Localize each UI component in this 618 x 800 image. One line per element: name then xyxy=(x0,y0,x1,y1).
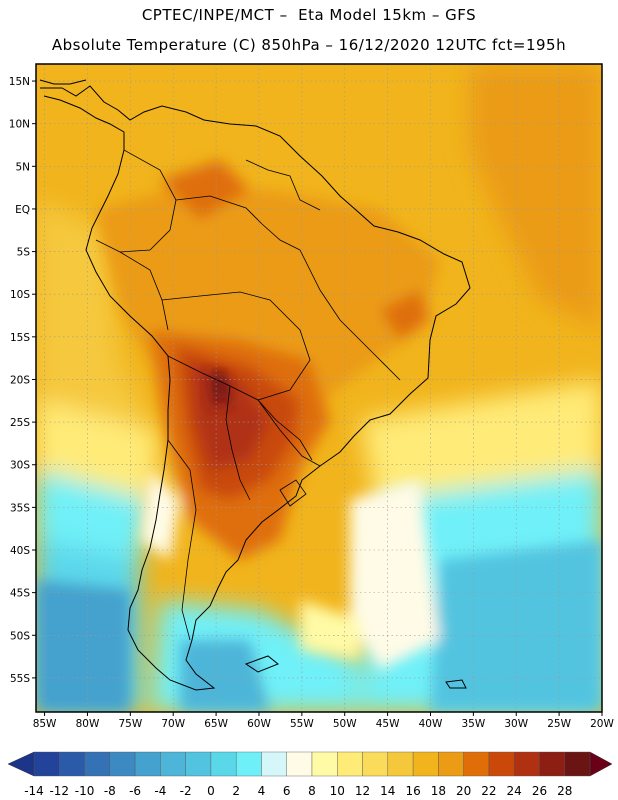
colorbar-label: -6 xyxy=(129,784,141,798)
lon-tick-label: 75W xyxy=(118,718,142,730)
colorbar-swatch xyxy=(513,751,540,777)
lon-tick-label: 45W xyxy=(376,718,400,730)
colorbar-swatch xyxy=(59,751,85,777)
colorbar-high-arrow xyxy=(589,751,613,777)
lat-tick-label: 10S xyxy=(10,289,30,301)
colorbar-swatch xyxy=(160,751,186,777)
colorbar-swatch xyxy=(564,751,591,777)
colorbar-swatch xyxy=(463,751,490,777)
title-line-1: CPTEC/INPE/MCT – Eta Model 15km – GFS xyxy=(141,6,477,24)
colorbar-swatch xyxy=(235,751,262,777)
lon-tick-label: 40W xyxy=(419,718,443,730)
colorbar-swatch xyxy=(261,751,287,777)
lon-tick-label: 65W xyxy=(204,718,228,730)
lon-tick-label: 20W xyxy=(590,718,614,730)
country-borders xyxy=(95,149,401,641)
longitude-axis: 85W 80W 75W 70W 65W 60W 55W 50W 45W 40W 35W 30W 25W 2… xyxy=(33,712,614,730)
lat-tick-label: 35S xyxy=(10,502,30,514)
lat-tick-label: 50S xyxy=(10,630,30,642)
colorbar-label: 2 xyxy=(232,784,240,798)
lat-tick-label: 10N xyxy=(9,119,30,131)
lon-tick-label: 30W xyxy=(504,718,528,730)
colorbar-label: -12 xyxy=(49,784,69,798)
colorbar-label: 18 xyxy=(431,784,446,798)
lat-tick-label: 25S xyxy=(10,417,30,429)
lat-tick-label: 5N xyxy=(15,161,30,173)
colorbar-swatch xyxy=(387,751,414,777)
title-line-2: Absolute Temperature (C) 850hPa – 16/12/… xyxy=(51,36,567,54)
coastlines xyxy=(39,79,471,691)
colorbar-label: 28 xyxy=(557,784,572,798)
lat-tick-label: 15S xyxy=(10,332,30,344)
lat-tick-label: 20S xyxy=(10,374,30,386)
colorbar-label: -2 xyxy=(180,784,192,798)
colorbar-label: 6 xyxy=(283,784,291,798)
lon-tick-label: 50W xyxy=(333,718,357,730)
colorbar-swatch xyxy=(337,751,363,777)
map-gridlines xyxy=(36,64,602,712)
lon-tick-label: 70W xyxy=(161,718,185,730)
colorbar-label: 10 xyxy=(330,784,345,798)
colorbar-label: 0 xyxy=(207,784,215,798)
colorbar-swatch xyxy=(311,751,338,777)
colorbar-label: 4 xyxy=(258,784,266,798)
lon-tick-label: 35W xyxy=(461,718,485,730)
colorbar-label: -8 xyxy=(104,784,116,798)
lat-tick-label: EQ xyxy=(15,204,30,216)
colorbar-label: -4 xyxy=(154,784,166,798)
colorbar-label: 22 xyxy=(481,784,496,798)
colorbar-swatch xyxy=(539,751,565,777)
colorbar-swatch xyxy=(362,751,389,777)
latitude-axis: 15N 10N 5N EQ 5S 10S 15S 20S 25S 30S 35S 40S 45S 50S 5… xyxy=(9,76,36,685)
colorbar-swatch xyxy=(210,751,237,777)
lat-tick-label: 40S xyxy=(10,545,30,557)
colorbar-swatch xyxy=(185,751,212,777)
lat-tick-label: 45S xyxy=(10,588,30,600)
colorbar-swatch xyxy=(286,751,313,777)
colorbar-swatch xyxy=(33,751,60,777)
lon-tick-label: 25W xyxy=(547,718,571,730)
colorbar-swatch xyxy=(412,751,439,777)
lat-tick-label: 5S xyxy=(17,247,31,259)
lon-tick-label: 85W xyxy=(33,718,57,730)
colorbar-swatch xyxy=(134,751,161,777)
colorbar-swatch xyxy=(109,751,136,777)
colorbar-swatch xyxy=(438,751,464,777)
lon-tick-label: 80W xyxy=(76,718,100,730)
temperature-field xyxy=(36,64,602,712)
colorbar-label: 14 xyxy=(380,784,395,798)
colorbar-label: 8 xyxy=(308,784,316,798)
colorbar-label: 26 xyxy=(532,784,547,798)
colorbar-label: -10 xyxy=(75,784,95,798)
colorbar-swatch xyxy=(84,751,111,777)
colorbar-low-arrow xyxy=(7,751,35,777)
lat-tick-label: 30S xyxy=(10,460,30,472)
colorbar-label: 20 xyxy=(456,784,471,798)
colorbar-label: -14 xyxy=(24,784,44,798)
colorbar: -14 -12 -10 -8 -6 -4 -2 0 2 4 6 8 10 12 14 16 18 20 22 24 26… xyxy=(7,751,613,798)
lon-tick-label: 60W xyxy=(247,718,271,730)
lat-tick-label: 55S xyxy=(10,673,30,685)
map-frame xyxy=(35,63,603,713)
colorbar-label: 24 xyxy=(507,784,522,798)
colorbar-label: 16 xyxy=(405,784,420,798)
colorbar-label: 12 xyxy=(355,784,370,798)
lon-tick-label: 55W xyxy=(290,718,314,730)
lat-tick-label: 15N xyxy=(9,76,30,88)
colorbar-swatch xyxy=(488,751,515,777)
